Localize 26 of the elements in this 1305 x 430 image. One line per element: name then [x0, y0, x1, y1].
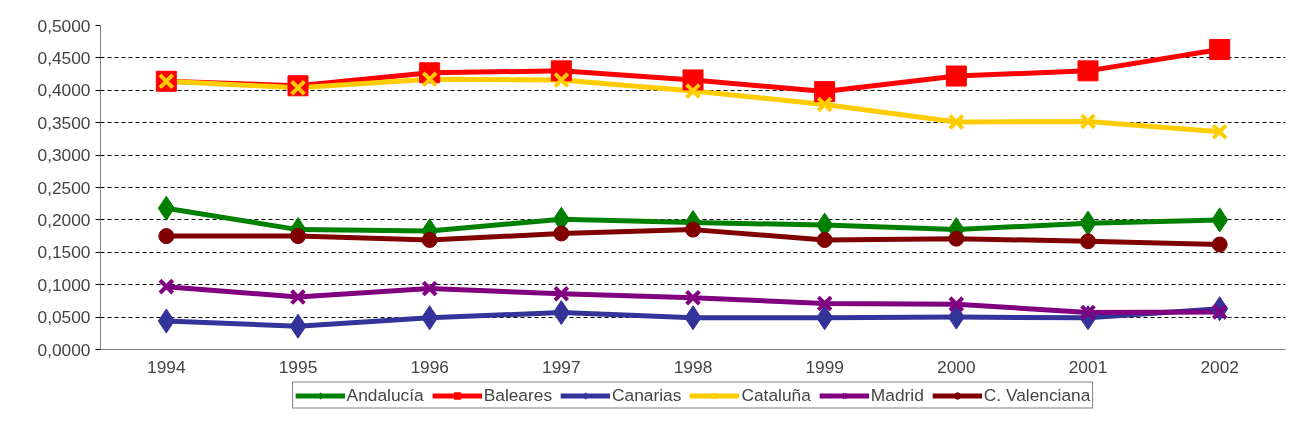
- y-tick-label: 0,1000: [37, 274, 91, 295]
- legend-label: Madrid: [870, 384, 924, 406]
- legend-label: C. Valenciana: [983, 384, 1091, 406]
- y-tick-label: 0,3000: [37, 145, 91, 166]
- legend-label: Andalucía: [346, 384, 424, 406]
- x-tick-label: 1999: [805, 356, 844, 377]
- y-tick-label: 0,4500: [37, 47, 91, 68]
- legend-label: Baleares: [483, 384, 553, 406]
- y-tick-label: 0,2500: [37, 177, 91, 198]
- legend-label: Canarias: [612, 384, 682, 406]
- y-tick-label: 0,2000: [37, 209, 91, 230]
- y-tick-label: 0,0500: [37, 307, 91, 328]
- x-tick-label: 1996: [410, 356, 449, 377]
- y-tick-label: 0,0000: [37, 339, 91, 360]
- y-tick-label: 0,3500: [37, 112, 91, 133]
- x-tick-label: 1997: [542, 356, 581, 377]
- x-tick-label: 2001: [1068, 356, 1108, 377]
- x-tick-label: 1994: [147, 356, 186, 377]
- y-tick-label: 0,4000: [37, 80, 91, 101]
- y-tick-label: 0,5000: [37, 15, 91, 36]
- legend-label: Cataluña: [741, 384, 811, 406]
- y-tick-label: 0,1500: [37, 242, 91, 263]
- x-tick-label: 1998: [673, 356, 713, 377]
- x-tick-label: 2000: [937, 356, 976, 377]
- x-tick-label: 2002: [1200, 356, 1239, 377]
- x-tick-label: 1995: [278, 356, 318, 377]
